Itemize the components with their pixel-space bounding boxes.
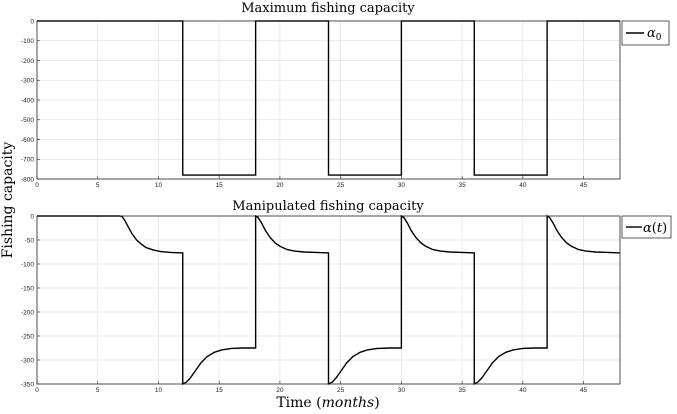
x-tick-label: 40 [519, 182, 527, 189]
bottom-legend-label: α(t) [643, 221, 667, 236]
y-tick-label: -100 [21, 261, 34, 268]
y-tick-label: -700 [21, 157, 34, 164]
x-tick-label: 5 [96, 387, 100, 394]
x-tick-label: 45 [580, 182, 588, 189]
y-tick-label: -150 [21, 285, 34, 292]
y-tick-label: -200 [21, 58, 34, 65]
y-tick-label: -800 [21, 176, 34, 183]
y-tick-label: -300 [21, 78, 34, 85]
x-tick-label: 40 [519, 387, 527, 394]
top-chart-ticks: 0 5 10 15 20 25 30 35 40 45 0 -100 -200 -300 -400 -500 -… [21, 18, 588, 189]
x-tick-label: 0 [35, 182, 39, 189]
x-tick-label: 45 [580, 387, 588, 394]
x-tick-label: 15 [216, 387, 224, 394]
x-tick-label: 5 [96, 182, 100, 189]
y-tick-label: -100 [21, 38, 34, 45]
y-tick-label: -250 [21, 333, 34, 340]
x-tick-label: 25 [337, 182, 345, 189]
top-legend-label-subscript: 0 [656, 33, 662, 43]
x-tick-label: 35 [458, 387, 466, 394]
x-tick-label: 10 [155, 182, 163, 189]
series-line-1-0 [37, 214, 621, 386]
x-tick-label: 25 [337, 387, 345, 394]
top-chart-legend: α0 [621, 20, 670, 46]
top-chart-panel: Maximum fishing capacity 0 5 10 15 20 25 30 35 4… [21, 1, 670, 189]
y-tick-label: 0 [30, 18, 34, 25]
x-axis-label-prefix: Time ( [276, 395, 321, 411]
x-tick-label: 30 [398, 182, 406, 189]
bottom-chart-title: Manipulated fishing capacity [232, 199, 424, 214]
x-axis-label-unit: months [322, 395, 375, 411]
x-tick-label: 15 [216, 182, 224, 189]
bottom-chart-series [37, 214, 621, 386]
y-tick-label: 0 [30, 213, 34, 220]
bottom-chart-ticks: 0 5 10 15 20 25 30 35 40 45 0 -50 -100 -150 -200 -250 -3… [21, 213, 588, 394]
top-chart-title: Maximum fishing capacity [241, 1, 415, 16]
x-tick-label: 20 [276, 182, 284, 189]
bottom-legend-label-paren: ( [652, 221, 657, 236]
y-tick-label: -50 [25, 237, 35, 244]
bottom-chart-frame [36, 215, 621, 385]
x-tick-label: 20 [276, 387, 284, 394]
x-axis-label-suffix: ) [374, 395, 379, 411]
x-tick-label: 30 [398, 387, 406, 394]
y-tick-label: -500 [21, 117, 34, 124]
y-tick-label: -600 [21, 137, 34, 144]
top-chart-series [37, 20, 620, 176]
x-axis-label: Time (months) [276, 395, 379, 411]
y-tick-label: -350 [21, 381, 34, 388]
bottom-chart-panel: Manipulated fishing capacity 0 5 10 15 20 25 3… [21, 199, 672, 394]
y-tick-label: -200 [21, 309, 34, 316]
bottom-legend-label-paren-close: ) [662, 221, 667, 236]
top-chart-frame [36, 20, 621, 180]
x-tick-label: 0 [35, 387, 39, 394]
y-tick-label: -400 [21, 97, 34, 104]
x-tick-label: 10 [155, 387, 163, 394]
bottom-legend-box [621, 215, 672, 239]
y-axis-label: Fishing capacity [0, 142, 16, 259]
x-tick-label: 35 [458, 182, 466, 189]
bottom-chart-legend: α(t) [621, 215, 672, 239]
series-line-0-0 [37, 20, 620, 176]
y-tick-label: -300 [21, 357, 34, 364]
